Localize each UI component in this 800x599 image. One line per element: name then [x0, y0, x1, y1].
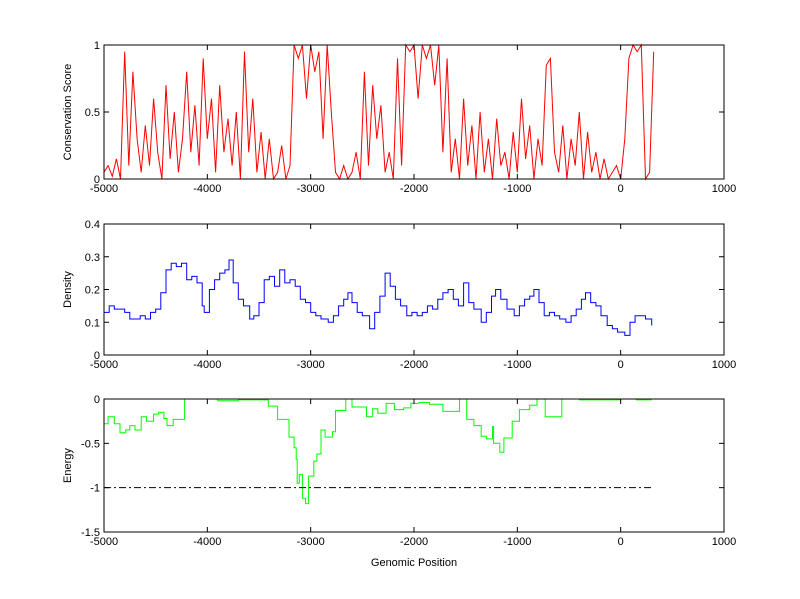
- x-tick-label: -1000: [503, 536, 531, 548]
- x-tick-label: -1000: [503, 359, 531, 371]
- x-tick-label: 0: [618, 536, 624, 548]
- data-series-line: [104, 398, 652, 505]
- x-tick-label: -5000: [90, 183, 118, 195]
- energy-subplot: -5000 -4000 -3000 -2000 -1000 0 1000 0 -0.5 -1 -1.…: [62, 394, 736, 569]
- x-tick-label: -2000: [400, 359, 428, 371]
- x-tick-label: 1000: [712, 536, 736, 548]
- y-tick-label: 1: [94, 40, 100, 52]
- y-tick-label: 0: [94, 394, 100, 406]
- y-axis-label: Energy: [62, 448, 74, 483]
- x-tick-label: 1000: [712, 183, 736, 195]
- x-tick-label: 0: [618, 183, 624, 195]
- density-subplot: -5000 -4000 -3000 -2000 -1000 0 1000 0 0.1 0.2 0.3…: [62, 219, 736, 371]
- x-tick-label: -5000: [90, 359, 118, 371]
- y-tick-label: 0: [94, 174, 100, 186]
- data-series-line: [104, 259, 653, 336]
- x-tick-label: -4000: [193, 359, 221, 371]
- x-tick-label: -1000: [503, 183, 531, 195]
- y-tick-label: 0.3: [85, 252, 100, 264]
- plot-area: [104, 45, 724, 179]
- x-tick-label: 0: [618, 359, 624, 371]
- y-tick-label: 0.2: [85, 285, 100, 297]
- x-tick-label: -3000: [297, 359, 325, 371]
- y-tick-label: -1: [90, 483, 100, 495]
- y-axis-label: Conservation Score: [62, 64, 74, 161]
- y-tick-label: 0.1: [85, 317, 100, 329]
- x-tick-label: 1000: [712, 359, 736, 371]
- x-tick-label: -4000: [193, 536, 221, 548]
- y-axis-label: Density: [62, 271, 74, 308]
- y-tick-label: 0.5: [85, 107, 100, 119]
- y-tick-label: 0.4: [85, 219, 100, 231]
- x-tick-label: -4000: [193, 183, 221, 195]
- data-series-line: [103, 43, 655, 181]
- conservation-subplot: -5000 -4000 -3000 -2000 -1000 0 1000 0 0.5 1 Conse…: [62, 40, 736, 195]
- x-axis-label: Genomic Position: [371, 557, 457, 569]
- plot-area: [104, 224, 724, 355]
- x-tick-label: -3000: [297, 536, 325, 548]
- x-tick-label: -2000: [400, 183, 428, 195]
- y-tick-label: 0: [94, 350, 100, 362]
- plot-area: [104, 399, 724, 532]
- y-tick-label: -1.5: [81, 527, 100, 539]
- x-tick-label: -5000: [90, 536, 118, 548]
- y-tick-label: -0.5: [81, 438, 100, 450]
- x-tick-label: -3000: [297, 183, 325, 195]
- x-tick-label: -2000: [400, 536, 428, 548]
